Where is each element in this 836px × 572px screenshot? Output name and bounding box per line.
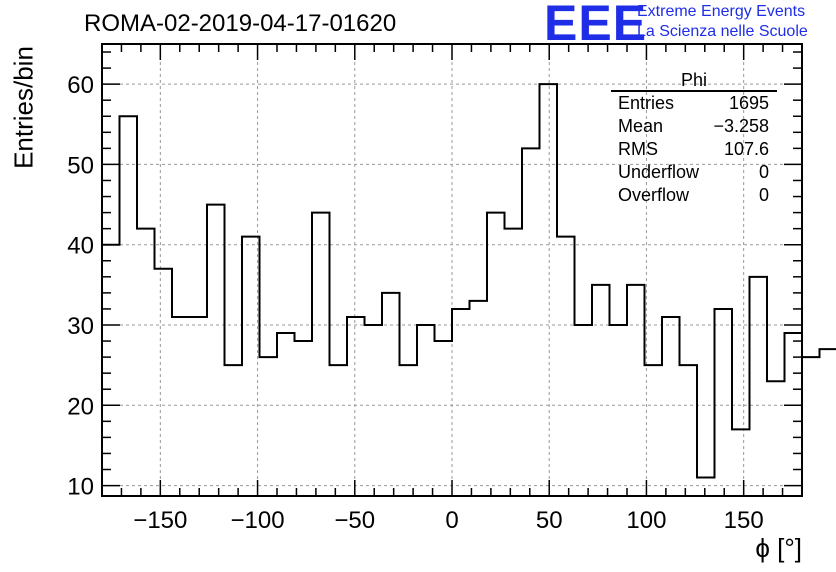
histogram-bin xyxy=(802,357,820,496)
x-tick-label: −100 xyxy=(231,507,285,534)
histogram-bin xyxy=(627,285,645,496)
x-tick-label: −50 xyxy=(334,507,375,534)
histogram-bin xyxy=(382,293,400,496)
y-tick-label: 60 xyxy=(67,72,94,99)
histogram-bin xyxy=(680,365,698,496)
histogram-bin xyxy=(312,213,330,496)
histogram-bin xyxy=(295,341,313,496)
x-tick-label: 150 xyxy=(724,507,764,534)
histogram-bin xyxy=(137,229,155,496)
histogram-bin xyxy=(417,325,435,496)
stats-label: Mean xyxy=(618,116,664,136)
stats-value: 107.6 xyxy=(723,139,769,159)
histogram-bin xyxy=(715,309,733,496)
histogram-bin xyxy=(697,478,715,496)
histogram-bin xyxy=(435,341,453,496)
x-tick-label: 0 xyxy=(445,507,458,534)
axis-tick-labels: −150 −100 −50 0 50 100 150 10 20 30 40 50 60 xyxy=(67,72,763,534)
histogram-bin xyxy=(225,365,243,496)
stats-label: Entries xyxy=(618,93,675,113)
x-tick-label: 100 xyxy=(626,507,666,534)
y-tick-label: 50 xyxy=(67,152,94,179)
x-tick-label: 50 xyxy=(536,507,563,534)
histogram-bin xyxy=(662,317,680,496)
histogram-bin xyxy=(470,301,488,496)
histogram-bin xyxy=(732,429,750,496)
histogram-outline xyxy=(101,83,836,496)
histogram-bin xyxy=(330,365,348,496)
y-tick-label: 10 xyxy=(67,474,94,501)
histogram-bin xyxy=(172,317,190,496)
stats-row-rms: RMS 107.6 xyxy=(611,138,777,161)
y-tick-label: 30 xyxy=(67,313,94,340)
histogram-bin xyxy=(190,317,208,496)
brand-line-2: La Scienza nelle Scuole xyxy=(637,23,808,40)
stats-value: 1695 xyxy=(728,93,769,113)
stats-row-underflow: Underflow 0 xyxy=(611,161,777,184)
histogram-bin xyxy=(347,317,365,496)
histogram-bin xyxy=(400,365,418,496)
histogram-bin xyxy=(487,213,505,496)
stats-label: Underflow xyxy=(618,162,700,182)
histogram-bin xyxy=(260,357,278,496)
stats-row-overflow: Overflow 0 xyxy=(611,184,777,207)
brand-line-1: Extreme Energy Events xyxy=(637,3,806,20)
stats-value: 0 xyxy=(758,162,769,182)
histogram-bin xyxy=(120,116,138,496)
histogram-bin xyxy=(522,148,540,496)
histogram-bin xyxy=(207,205,225,496)
stats-title: Phi xyxy=(611,70,777,92)
histogram-bin xyxy=(820,349,836,496)
eee-logo: EEE xyxy=(544,0,648,51)
stats-value: 0 xyxy=(758,185,769,205)
histogram-bin xyxy=(557,237,575,496)
stats-row-mean: Mean −3.258 xyxy=(611,115,777,138)
histogram-bin xyxy=(750,277,768,496)
stats-row-entries: Entries 1695 xyxy=(611,92,777,115)
histogram-bin xyxy=(277,333,295,496)
histogram-bin xyxy=(575,325,593,496)
y-axis-label: Entries/bin xyxy=(8,46,39,169)
histogram-bin xyxy=(155,269,173,496)
histogram-bin xyxy=(365,325,383,496)
histogram-bin xyxy=(505,229,523,496)
histogram-bin xyxy=(610,325,628,496)
stats-value: −3.258 xyxy=(713,116,769,136)
histogram-bin xyxy=(540,84,558,496)
stats-label: RMS xyxy=(618,139,658,159)
stats-box: Phi Entries 1695 Mean −3.258 RMS 107.6 U… xyxy=(611,70,777,207)
x-tick-label: −150 xyxy=(133,507,187,534)
histogram-bin xyxy=(767,381,785,496)
y-tick-label: 20 xyxy=(67,393,94,420)
y-tick-label: 40 xyxy=(67,233,94,260)
chart-title: ROMA-02-2019-04-17-01620 xyxy=(84,10,397,37)
histogram-bin xyxy=(452,309,470,496)
histogram-bin xyxy=(645,365,663,496)
x-axis-label: ϕ [°] xyxy=(755,533,802,563)
stats-label: Overflow xyxy=(618,185,690,205)
histogram-bin xyxy=(592,285,610,496)
axis-ticks xyxy=(102,44,802,496)
histogram-bin xyxy=(242,237,260,496)
histogram-bin xyxy=(102,245,120,496)
